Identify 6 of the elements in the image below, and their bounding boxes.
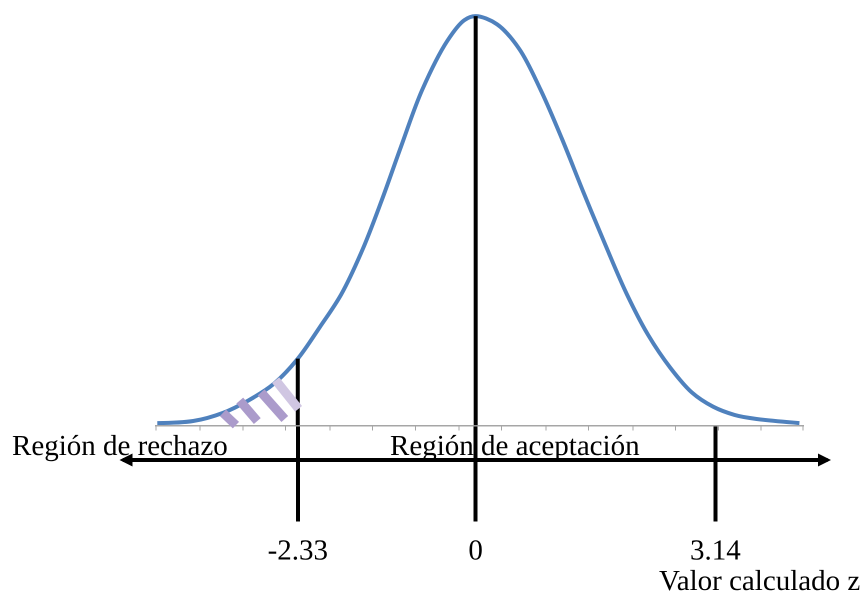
text: Región de rechazo — [12, 430, 228, 462]
text: Región de aceptación — [390, 430, 640, 462]
x-tick-label: 3.14 — [690, 534, 742, 566]
x-tick-label: 0 — [468, 534, 483, 566]
x-axis-title: Valor calculado z — [659, 565, 860, 597]
x-tick-label: -2.33 — [268, 534, 328, 566]
